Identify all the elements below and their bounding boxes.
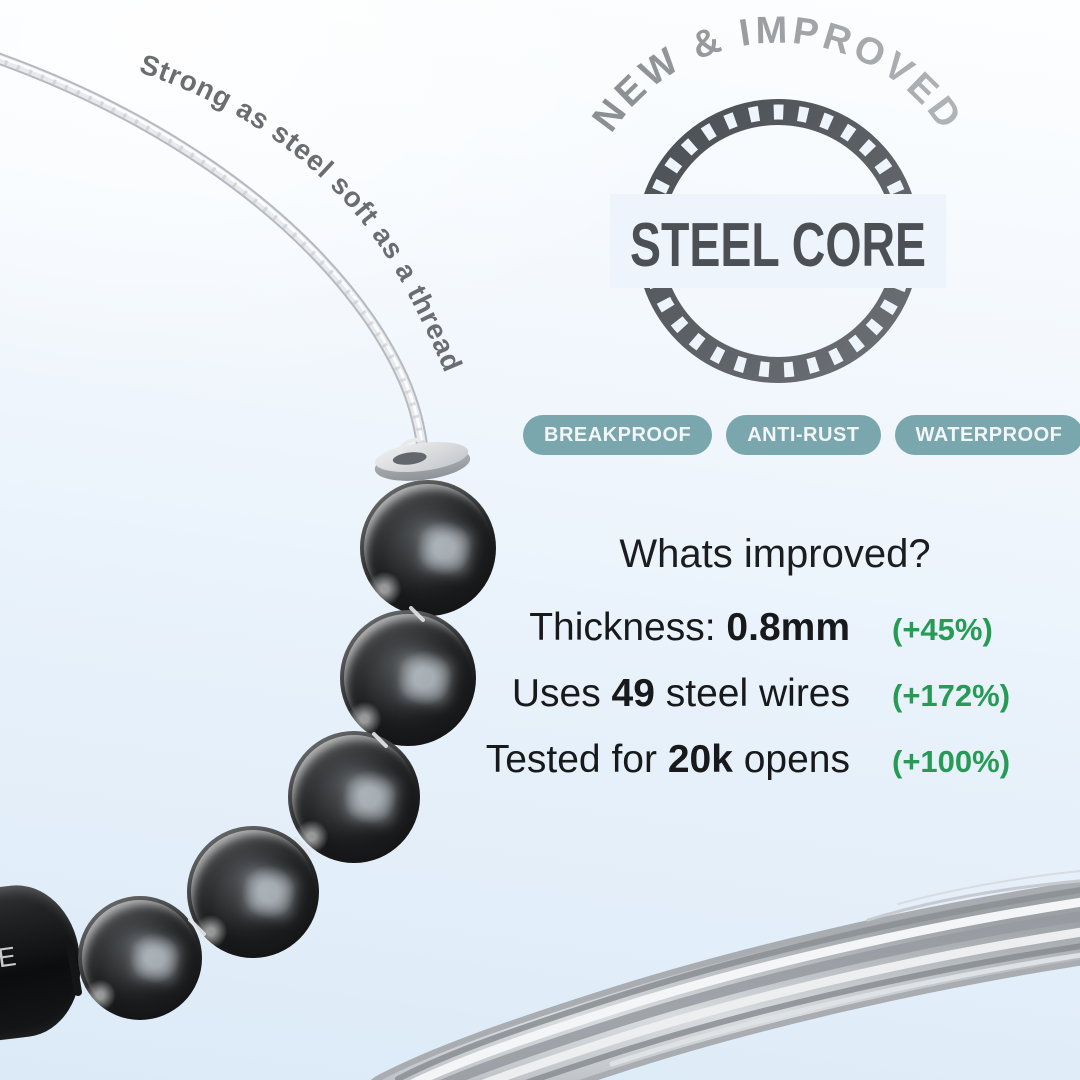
improvements-heading: Whats improved? — [619, 532, 931, 576]
improvement-row-thickness: Thickness: 0.8mm (+45%) — [480, 606, 1062, 650]
improvement-delta: (+172%) — [892, 678, 1011, 713]
crimp-disc — [374, 437, 471, 481]
improvement-text: Thickness: 0.8mm — [529, 606, 850, 649]
pill-anti-rust: ANTI-RUST — [726, 415, 881, 455]
steel-thread — [0, 52, 429, 458]
bead — [187, 826, 319, 958]
improvement-delta: (+100%) — [892, 744, 1011, 779]
pill-breakproof: BREAKPROOF — [523, 415, 713, 455]
improvement-row-opens: Tested for 20k opens (+100%) — [480, 738, 1062, 782]
improvements-list: Thickness: 0.8mm (+45%) Uses 49 steel wi… — [480, 606, 1062, 804]
clasp-cord — [66, 941, 82, 996]
bead — [288, 731, 420, 863]
pill-waterproof: WATERPROOF — [894, 415, 1080, 455]
improvement-text: Tested for 20k opens — [485, 738, 850, 781]
improvement-delta: (+45%) — [892, 612, 993, 647]
improvement-row-wires: Uses 49 steel wires (+172%) — [480, 672, 1062, 716]
feature-pills: BREAKPROOF ANTI-RUST WATERPROOF — [523, 415, 1080, 455]
steel-core-badge: STEEL CORE — [610, 99, 946, 383]
wire-glints — [188, 606, 425, 936]
badge-label: STEEL CORE — [630, 211, 926, 280]
bead — [340, 610, 476, 746]
bead — [360, 480, 496, 616]
bead — [78, 896, 202, 1020]
improvement-text: Uses 49 steel wires — [511, 672, 850, 715]
twisted-cable — [371, 870, 1080, 1080]
